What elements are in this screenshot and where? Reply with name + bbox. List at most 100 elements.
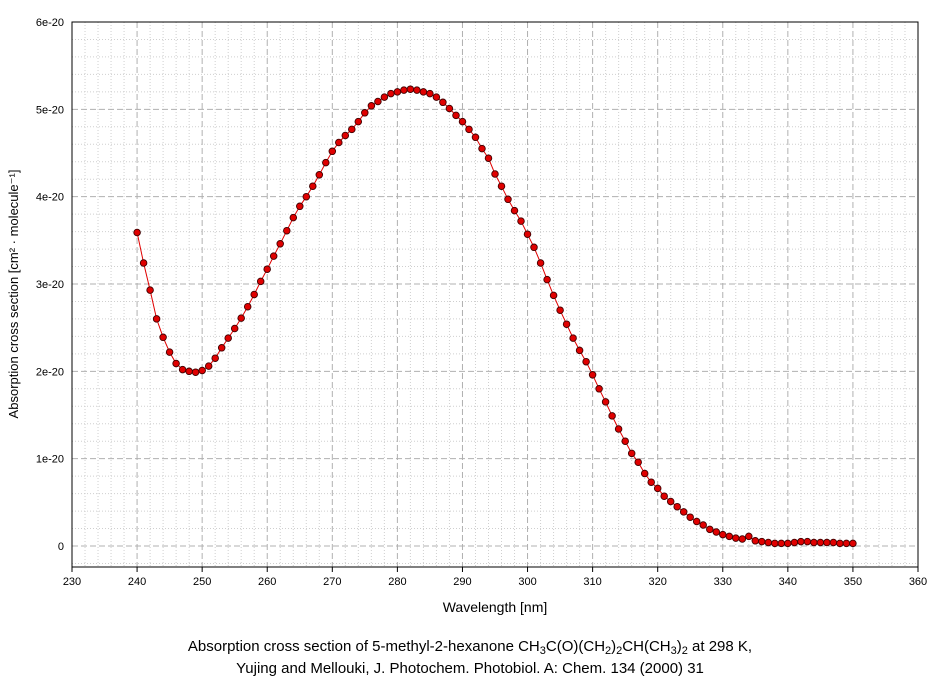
data-point	[484, 154, 493, 162]
y-tick-label: 4e-20	[36, 192, 64, 204]
data-point	[745, 532, 753, 541]
data-point	[719, 530, 727, 539]
data-point	[816, 538, 825, 547]
data-point	[647, 478, 655, 486]
data-point	[445, 104, 454, 113]
data-point	[387, 89, 395, 98]
data-point	[159, 333, 167, 342]
y-tick-label: 2e-20	[36, 366, 64, 378]
data-point	[315, 171, 324, 179]
data-point	[380, 93, 389, 101]
data-point	[322, 158, 330, 167]
x-tick-label: 340	[779, 576, 797, 588]
data-point	[289, 213, 298, 222]
data-point	[328, 147, 337, 156]
data-point	[452, 111, 460, 120]
data-point	[725, 532, 734, 541]
data-point	[400, 86, 408, 94]
x-tick-label: 280	[388, 576, 406, 588]
major-grid	[72, 22, 918, 567]
data-point	[237, 314, 245, 322]
data-point	[309, 182, 317, 190]
y-axis-label: Absorption cross section [cm² · molecule…	[6, 170, 21, 419]
data-point	[302, 192, 311, 201]
data-point	[458, 117, 467, 126]
data-point	[348, 125, 356, 134]
data-point	[374, 97, 382, 106]
data-point	[803, 537, 812, 546]
data-point	[549, 291, 558, 300]
data-point	[172, 359, 180, 368]
data-point	[569, 334, 577, 342]
x-tick-label: 360	[909, 576, 927, 588]
y-tick-label: 0	[58, 541, 64, 553]
x-tick-label: 300	[518, 576, 536, 588]
x-tick-label: 320	[649, 576, 667, 588]
data-point	[471, 133, 480, 142]
data-point	[406, 85, 415, 93]
data-point	[283, 226, 291, 235]
data-point	[829, 538, 838, 547]
x-tick-label: 350	[844, 576, 862, 588]
data-point	[823, 538, 831, 547]
data-point	[608, 412, 616, 420]
data-point	[465, 125, 473, 134]
data-point	[269, 252, 278, 260]
data-point	[699, 521, 707, 529]
caption-line-1: Absorption cross section of 5-methyl-2-h…	[187, 638, 753, 657]
data-point	[224, 334, 232, 342]
y-tick-label: 3e-20	[36, 279, 64, 291]
data-point	[666, 497, 675, 506]
data-point	[679, 508, 688, 516]
x-axis-label: Wavelength [nm]	[443, 599, 548, 615]
data-point	[185, 367, 193, 376]
data-point	[556, 306, 564, 314]
data-point	[771, 539, 779, 548]
data-point	[510, 206, 519, 215]
data-point	[751, 537, 760, 545]
plot-frame	[71, 21, 919, 568]
data-point	[588, 371, 597, 379]
data-point	[621, 437, 629, 445]
x-tick-label: 250	[193, 576, 211, 588]
caption-line-2: Yujing and Mellouki, J. Photochem. Photo…	[236, 660, 704, 677]
data-point	[673, 502, 681, 511]
data-point	[660, 492, 668, 500]
y-axis-ticks: 0 1e-20 2e-20 3e-20 4e-20 5e-20 6e-20	[36, 17, 64, 553]
x-tick-label: 260	[258, 576, 276, 588]
y-tick-label: 6e-20	[36, 17, 64, 29]
data-point	[296, 202, 304, 211]
data-point	[250, 290, 258, 299]
x-tick-label: 240	[128, 576, 146, 588]
x-tick-label: 310	[583, 576, 601, 588]
data-point	[849, 539, 857, 548]
chart: 230 240 250 260 270 280 290 300 310 320 330 340 350 3…	[6, 17, 927, 615]
data-point	[764, 538, 773, 547]
data-point	[198, 366, 206, 375]
data-point	[367, 102, 376, 110]
data-point	[530, 243, 538, 252]
data-point	[614, 425, 623, 433]
x-tick-label: 270	[323, 576, 341, 588]
data-point	[575, 346, 584, 355]
data-point	[504, 195, 512, 204]
data-point	[243, 302, 252, 311]
data-point	[712, 528, 721, 536]
data-point	[686, 513, 694, 521]
data-point	[165, 348, 174, 356]
x-tick-label: 230	[63, 576, 81, 588]
data-point	[393, 88, 402, 96]
data-point	[523, 230, 532, 238]
minor-grid	[72, 22, 918, 567]
data-point	[139, 259, 148, 267]
data-point	[432, 93, 441, 101]
x-tick-label: 330	[714, 576, 732, 588]
data-point	[517, 217, 525, 225]
data-point	[263, 265, 271, 273]
data-point	[562, 320, 571, 328]
data-point	[413, 86, 421, 94]
data-point	[810, 538, 818, 547]
data-point	[543, 275, 551, 284]
data-point	[627, 449, 636, 458]
data-point	[419, 88, 428, 96]
